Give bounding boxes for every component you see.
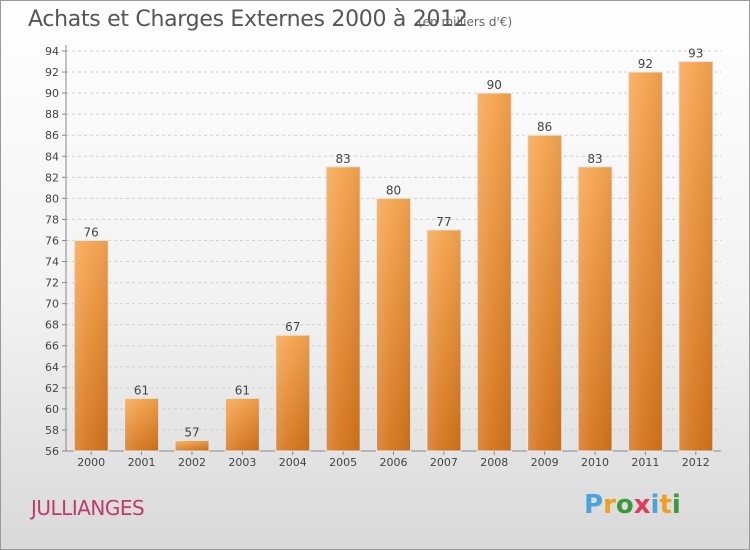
- x-tick-label: 2009: [531, 456, 559, 469]
- data-label: 92: [638, 57, 653, 71]
- x-tick-label: 2010: [581, 456, 609, 469]
- axes: 56 58 60 62 64 66 68 70 72 74 76 78 80 82 84 86 88 90 92 94…: [45, 45, 721, 469]
- x-tick-label: 2006: [380, 456, 408, 469]
- y-tick-label: 90: [45, 87, 59, 100]
- bar-shine: [527, 135, 562, 452]
- x-tick-label: 2007: [430, 456, 458, 469]
- y-tick-label: 84: [45, 150, 59, 163]
- x-tick-label: 2005: [329, 456, 357, 469]
- data-label: 83: [587, 152, 602, 166]
- y-tick-label: 66: [45, 340, 59, 353]
- chart-subtitle: (en milliers d'€): [418, 15, 513, 29]
- logo-letter: P: [584, 490, 604, 520]
- x-tick-label: 2008: [480, 456, 508, 469]
- bar-shine: [628, 72, 663, 451]
- y-tick-label: 82: [45, 171, 59, 184]
- y-tick-label: 68: [45, 319, 59, 332]
- y-tick-label: 64: [45, 361, 59, 374]
- y-tick-label: 62: [45, 382, 59, 395]
- data-label: 83: [335, 152, 350, 166]
- bar-shine: [74, 240, 109, 451]
- bar-shine: [326, 166, 361, 451]
- data-labels: 76 61 57 61 67 83 80 77 90 86 83 92 93: [84, 47, 704, 440]
- data-label: 76: [84, 225, 99, 239]
- y-tick-label: 76: [45, 234, 59, 247]
- bar-shine: [376, 198, 411, 451]
- data-label: 57: [184, 425, 199, 439]
- y-tick-label: 72: [45, 277, 59, 290]
- data-label: 67: [285, 320, 300, 334]
- bar-shine: [124, 398, 159, 451]
- y-tick-label: 92: [45, 66, 59, 79]
- logo-letter: i: [650, 490, 660, 520]
- y-tick-label: 70: [45, 298, 59, 311]
- y-tick-label: 56: [45, 445, 59, 458]
- bar-shine: [225, 398, 260, 451]
- data-label: 93: [688, 47, 703, 61]
- data-label: 77: [436, 215, 451, 229]
- y-tick-label: 74: [45, 256, 59, 269]
- logo-letter: i: [671, 490, 681, 520]
- proxiti-logo: Proxiti: [584, 490, 681, 520]
- x-tick-label: 2011: [631, 456, 659, 469]
- y-tick-label: 86: [45, 129, 59, 142]
- x-tick-label: 2003: [228, 456, 256, 469]
- logo-letter: x: [633, 490, 651, 520]
- x-tick-label: 2002: [178, 456, 206, 469]
- chart-title: Achats et Charges Externes 2000 à 2012: [28, 7, 468, 32]
- data-label: 80: [386, 183, 401, 197]
- y-tick-label: 88: [45, 108, 59, 121]
- bar-shine: [578, 166, 613, 451]
- x-tick-label: 2000: [77, 456, 105, 469]
- bar-shine: [174, 440, 209, 451]
- bars: [73, 61, 714, 452]
- y-tick-label: 78: [45, 213, 59, 226]
- x-tick-label: 2001: [128, 456, 156, 469]
- bar-shine: [426, 229, 461, 451]
- data-label: 61: [235, 383, 250, 397]
- bar-shine: [477, 93, 512, 452]
- y-tick-label: 94: [45, 45, 59, 58]
- logo-letter: t: [659, 490, 672, 520]
- data-label: 86: [537, 120, 552, 134]
- x-tick-label: 2012: [682, 456, 710, 469]
- logo-letter: o: [615, 490, 634, 520]
- data-label: 61: [134, 383, 149, 397]
- y-tick-label: 58: [45, 424, 59, 437]
- logo-letter: r: [603, 490, 616, 520]
- x-tick-label: 2004: [279, 456, 307, 469]
- grid-lines: [66, 50, 721, 452]
- commune-name: JULLIANGES: [31, 496, 145, 520]
- bar-shine: [275, 335, 310, 451]
- bar-shine: [678, 61, 713, 452]
- y-tick-label: 80: [45, 192, 59, 205]
- y-tick-label: 60: [45, 403, 59, 416]
- data-label: 90: [487, 78, 502, 92]
